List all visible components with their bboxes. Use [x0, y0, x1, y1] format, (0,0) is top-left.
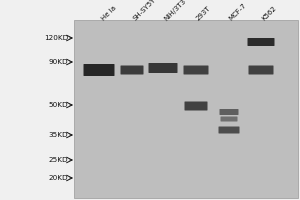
Text: SH-SY5Y: SH-SY5Y	[132, 0, 157, 22]
Text: 50KD: 50KD	[48, 102, 68, 108]
Text: NIH/3T3: NIH/3T3	[163, 0, 187, 22]
FancyBboxPatch shape	[83, 64, 115, 76]
FancyBboxPatch shape	[148, 63, 178, 73]
Text: 20KD: 20KD	[48, 175, 68, 181]
FancyBboxPatch shape	[184, 66, 208, 74]
Text: 293T: 293T	[195, 5, 212, 22]
FancyBboxPatch shape	[218, 127, 239, 134]
Text: 25KD: 25KD	[48, 157, 68, 163]
Text: K562: K562	[261, 5, 278, 22]
FancyBboxPatch shape	[121, 66, 143, 74]
Text: 35KD: 35KD	[48, 132, 68, 138]
Text: 120KD: 120KD	[44, 35, 68, 41]
Text: MCF-7: MCF-7	[228, 2, 248, 22]
Text: 90KD: 90KD	[48, 59, 68, 65]
FancyBboxPatch shape	[248, 66, 274, 74]
Bar	[74, 20, 298, 198]
FancyBboxPatch shape	[248, 38, 274, 46]
FancyBboxPatch shape	[220, 109, 238, 115]
FancyBboxPatch shape	[184, 102, 208, 110]
FancyBboxPatch shape	[220, 116, 238, 121]
Text: He la: He la	[100, 5, 117, 22]
